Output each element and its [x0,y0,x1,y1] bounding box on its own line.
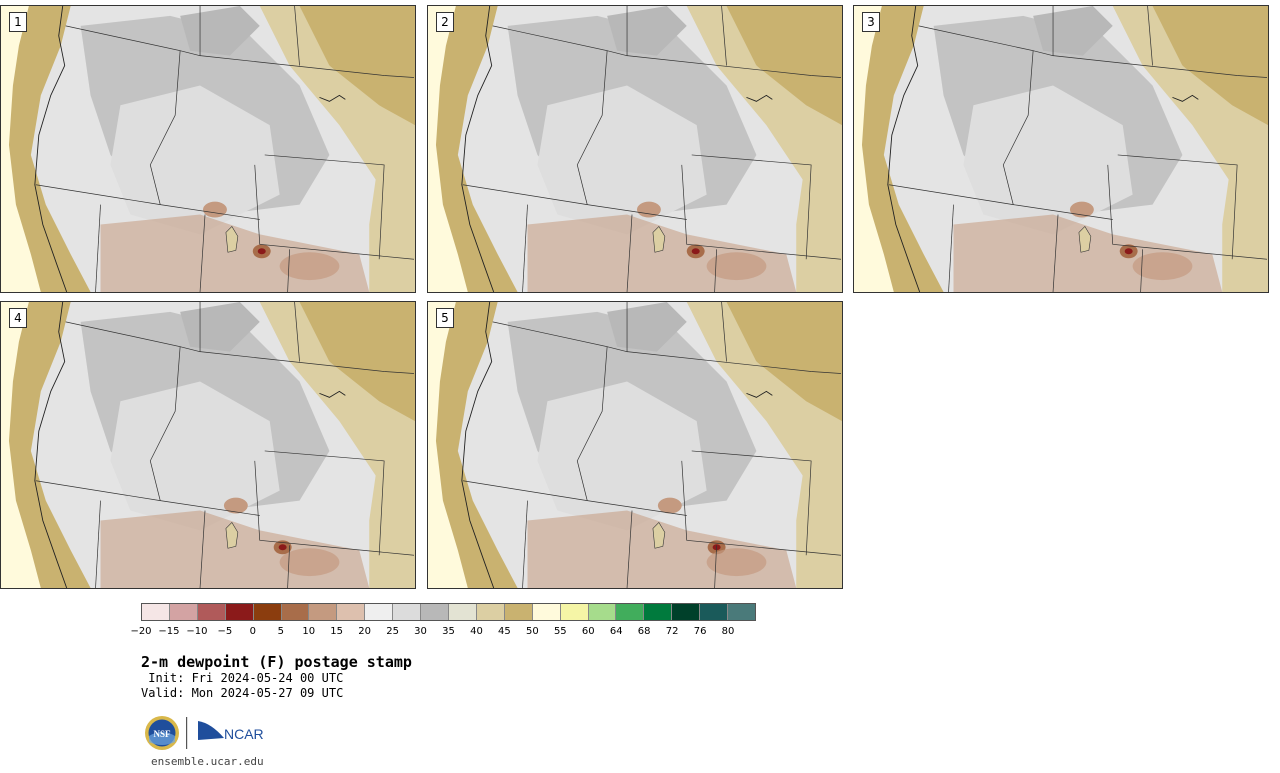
colorbar-swatch [337,604,366,620]
colorbar-swatch [365,604,394,620]
colorbar-tick-label: 76 [693,626,707,637]
colorbar-swatch [169,604,198,620]
colorbar-tick-label: 40 [470,626,483,637]
colorbar-tick-label: 15 [330,626,344,637]
panel-number: 2 [436,12,454,32]
map-panel-5: 5 [427,301,843,589]
colorbar-tick-label: 80 [721,626,735,637]
colorbar-swatch [644,604,673,620]
colorbar-tick-label: 30 [414,626,427,637]
map-panel-3: 3 [853,5,1269,293]
dewpoint-map [428,6,842,292]
chart-title: 2-m dewpoint (F) postage stamp [141,653,412,671]
colorbar [141,603,756,621]
colorbar-swatch [588,604,617,620]
ncar-logo-icon: NCAR [198,721,264,742]
colorbar-tick-label: −10 [186,626,208,637]
colorbar-swatch [532,604,561,620]
nsf-logo-text: NSF [153,729,171,739]
colorbar-tick-label: −5 [217,626,233,637]
dewpoint-map [854,6,1268,292]
colorbar-swatch [728,604,755,620]
dewpoint-map [428,302,842,588]
colorbar-swatch [700,604,729,620]
colorbar-swatch [142,604,170,620]
valid-time: Valid: Mon 2024-05-27 09 UTC [141,686,344,700]
colorbar-swatch [197,604,226,620]
colorbar-swatch [421,604,449,620]
colorbar-swatch [448,604,477,620]
ncar-logo-text: NCAR [224,726,264,742]
init-time: Init: Fri 2024-05-24 00 UTC [141,671,344,685]
colorbar-tick-label: 35 [442,626,455,637]
colorbar-swatch [672,604,701,620]
panel-number: 1 [9,12,27,32]
dewpoint-map [1,302,415,588]
dewpoint-map [1,6,415,292]
colorbar-swatch [393,604,422,620]
colorbar-tick-label: 64 [609,626,623,637]
colorbar-tick-label: −20 [130,626,152,637]
colorbar-tick-label: 55 [553,626,567,637]
colorbar-tick-label: 45 [498,626,511,637]
colorbar-swatch [253,604,282,620]
colorbar-tick-label: 20 [358,626,371,637]
colorbar-swatch [616,604,645,620]
panel-number: 4 [9,308,27,328]
panel-number: 5 [436,308,454,328]
panel-number: 3 [862,12,880,32]
colorbar-tick-label: 50 [525,626,539,637]
map-panel-4: 4 [0,301,416,589]
site-url: ensemble.ucar.edu [151,755,264,768]
colorbar-tick-label: 0 [249,626,256,637]
colorbar-tick-label: 72 [665,626,679,637]
colorbar-tick-label: 10 [302,626,316,637]
colorbar-swatch [504,604,533,620]
colorbar-swatch [309,604,338,620]
colorbar-swatch [225,604,254,620]
colorbar-tick-label: −15 [158,626,180,637]
map-panel-2: 2 [427,5,843,293]
logos: NSF NCAR [145,716,264,750]
colorbar-swatch [560,604,589,620]
colorbar-tick-label: 60 [581,626,595,637]
map-panel-1: 1 [0,5,416,293]
colorbar-swatch [476,604,505,620]
nsf-logo-icon: NSF [145,716,179,750]
colorbar-tick-label: 68 [637,626,651,637]
colorbar-ticks: −20 −15 −10 −5 0 5 10 15 20 25 30 35 40 45 50 55 60 64 68 7… [130,626,756,640]
colorbar-tick-label: 5 [277,626,284,637]
colorbar-swatch [281,604,310,620]
colorbar-tick-label: 25 [386,626,399,637]
